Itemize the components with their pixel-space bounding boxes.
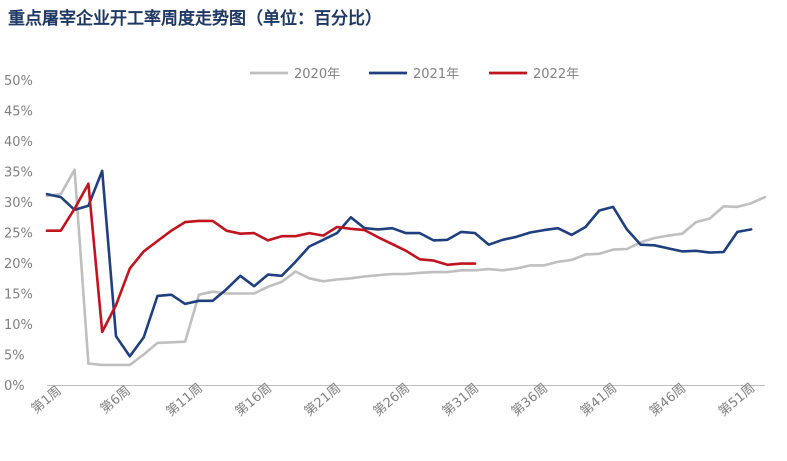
y-tick-label: 25% [4, 227, 33, 242]
x-tick-label: 第21周 [302, 381, 344, 420]
x-tick-label: 第41周 [578, 381, 620, 420]
x-tick-label: 第31周 [440, 381, 482, 420]
series-line [45, 168, 767, 367]
legend: 2020年 2021年 2022年 [250, 67, 579, 82]
series-line [45, 182, 477, 334]
legend-label: 2021年 [413, 67, 459, 82]
y-tick-label: 50% [4, 74, 33, 89]
x-axis: 第1周 第6周 第11周 第16周 第21周 第26周 第31周 第36周 第41周 第46周 第5… [29, 381, 765, 420]
x-tick-label: 第1周 [29, 384, 65, 418]
x-tick-label: 第46周 [647, 381, 689, 420]
y-tick-label: 40% [4, 135, 33, 150]
y-tick-label: 35% [4, 166, 33, 181]
chart-title: 重点屠宰企业开工率周度走势图（单位：百分比） [8, 8, 382, 29]
legend-label: 2020年 [294, 67, 340, 82]
series-line [45, 169, 753, 358]
y-tick-label: 15% [4, 288, 33, 303]
y-tick-label: 30% [4, 196, 33, 211]
x-tick-label: 第11周 [164, 381, 206, 420]
x-tick-label: 第26周 [371, 381, 413, 420]
x-tick-label: 第16周 [233, 381, 275, 420]
legend-label: 2022年 [533, 67, 579, 82]
y-tick-label: 0% [4, 379, 25, 394]
y-tick-label: 5% [4, 349, 25, 364]
plot-area [45, 168, 767, 367]
y-tick-label: 20% [4, 257, 33, 272]
x-tick-label: 第51周 [716, 381, 758, 420]
y-tick-label: 45% [4, 105, 33, 120]
x-tick-label: 第6周 [98, 384, 134, 418]
y-axis: 0% 5% 10% 15% 20% 25% 30% 35% 40% 45% 50% [4, 74, 33, 394]
x-tick-label: 第36周 [509, 381, 551, 420]
y-tick-label: 10% [4, 318, 33, 333]
